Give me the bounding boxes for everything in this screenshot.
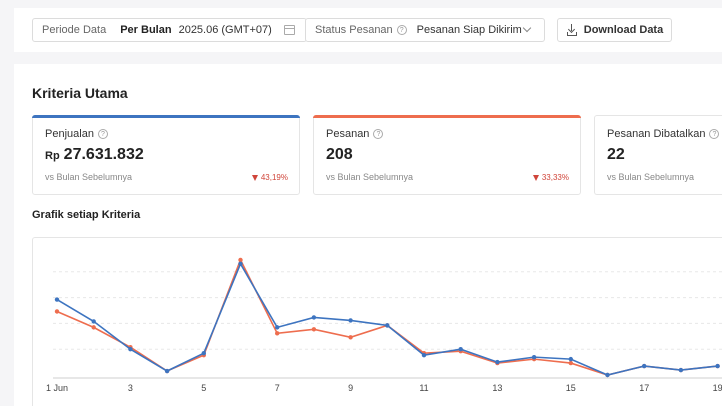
metric-label: Pesanan Dibatalkan	[607, 128, 706, 140]
down-arrow-icon	[251, 174, 258, 181]
series-line	[56, 262, 718, 376]
x-tick-label: 5	[201, 383, 206, 393]
data-point[interactable]	[678, 367, 684, 373]
period-value: 2025.06 (GMT+07)	[178, 24, 272, 36]
metric-value: 22	[607, 146, 625, 163]
metric-card-orders[interactable]: Pesanan ? 208 vs Bulan Sebelumnya 33,33%	[313, 115, 581, 195]
metric-label: Pesanan	[326, 128, 370, 140]
download-data-button[interactable]: Download Data	[557, 18, 672, 42]
data-point[interactable]	[91, 319, 96, 324]
calendar-icon[interactable]	[284, 25, 295, 35]
data-point[interactable]	[348, 318, 353, 323]
line-chart-svg: 1 Jun 3 5 7 9 11 13 15 17 19	[46, 257, 722, 393]
data-point[interactable]	[421, 352, 427, 358]
data-point[interactable]	[348, 335, 353, 340]
x-tick-label: 1 Jun	[46, 383, 68, 393]
x-tick-label: 17	[639, 383, 649, 393]
data-point[interactable]	[275, 325, 280, 330]
filter-bar: Periode Data Per Bulan 2025.06 (GMT+07) …	[14, 8, 722, 52]
help-icon[interactable]: ?	[709, 129, 720, 139]
data-point[interactable]	[385, 323, 390, 328]
data-point[interactable]	[54, 297, 60, 302]
metric-delta-value: 33,33%	[541, 173, 569, 182]
data-point[interactable]	[531, 354, 537, 360]
order-status-label: Status Pesanan	[315, 24, 393, 36]
x-tick-label: 7	[275, 383, 280, 393]
card-accent-bar	[32, 115, 300, 118]
period-filter-label: Periode Data	[42, 24, 107, 36]
data-point[interactable]	[164, 368, 170, 374]
data-point[interactable]	[238, 257, 243, 263]
metric-compare-label: vs Bulan Sebelumnya	[326, 172, 414, 182]
series-line	[56, 257, 718, 376]
data-point[interactable]	[715, 363, 720, 369]
metric-compare-label: vs Bulan Sebelumnya	[607, 172, 695, 182]
metric-label: Penjualan	[45, 128, 94, 140]
metric-compare-label: vs Bulan Sebelumnya	[45, 172, 133, 182]
chart-title: Grafik setiap Kriteria	[32, 209, 141, 221]
x-tick-label: 3	[128, 383, 133, 393]
period-mode: Per Bulan	[120, 24, 172, 36]
metric-delta: 43,19%	[251, 173, 288, 182]
x-tick-label: 15	[566, 383, 576, 393]
data-point[interactable]	[54, 309, 60, 314]
data-point[interactable]	[238, 261, 243, 267]
metric-card-cancelled-orders[interactable]: Pesanan Dibatalkan ? 22 vs Bulan Sebelum…	[594, 115, 722, 195]
x-tick-label: 9	[348, 383, 353, 393]
order-status-filter[interactable]: Status Pesanan ? Pesanan Siap Dikirim	[305, 18, 545, 42]
chevron-down-icon	[522, 23, 532, 33]
data-point[interactable]	[311, 315, 317, 320]
data-point[interactable]	[568, 360, 573, 366]
section-title: Kriteria Utama	[32, 85, 128, 101]
x-tick-label: 11	[419, 383, 428, 393]
download-icon	[566, 24, 578, 36]
currency-label: Rp	[45, 150, 60, 162]
help-icon[interactable]: ?	[373, 129, 384, 139]
data-point[interactable]	[605, 372, 610, 378]
metric-card-sales[interactable]: Penjualan ? Rp 27.631.832 vs Bulan Sebelu…	[32, 115, 300, 195]
data-point[interactable]	[91, 325, 96, 330]
x-tick-label: 13	[492, 383, 502, 393]
metric-delta-value: 43,19%	[260, 173, 288, 182]
metric-delta: 33,33%	[532, 173, 569, 182]
data-point[interactable]	[568, 356, 573, 362]
download-data-label: Download Data	[583, 24, 664, 36]
line-chart: 1 Jun 3 5 7 9 11 13 15 17 19	[32, 237, 722, 406]
order-status-value: Pesanan Siap Dikirim	[416, 24, 522, 36]
data-point[interactable]	[495, 359, 500, 365]
down-arrow-icon	[532, 174, 539, 181]
help-icon[interactable]: ?	[396, 25, 407, 35]
data-point[interactable]	[128, 347, 133, 352]
data-point[interactable]	[642, 363, 647, 369]
metric-value: 208	[326, 146, 353, 163]
data-point[interactable]	[201, 350, 206, 356]
data-point[interactable]	[275, 331, 280, 336]
metric-value: 27.631.832	[63, 146, 144, 163]
x-tick-label: 19	[713, 383, 722, 393]
data-point[interactable]	[311, 327, 317, 332]
card-accent-bar	[313, 115, 581, 118]
main-criteria-panel: Kriteria Utama Penjualan ? Rp 27.631.832 …	[14, 64, 722, 406]
help-icon[interactable]: ?	[97, 129, 108, 139]
period-filter[interactable]: Periode Data Per Bulan 2025.06 (GMT+07)	[32, 18, 307, 42]
data-point[interactable]	[458, 347, 463, 352]
